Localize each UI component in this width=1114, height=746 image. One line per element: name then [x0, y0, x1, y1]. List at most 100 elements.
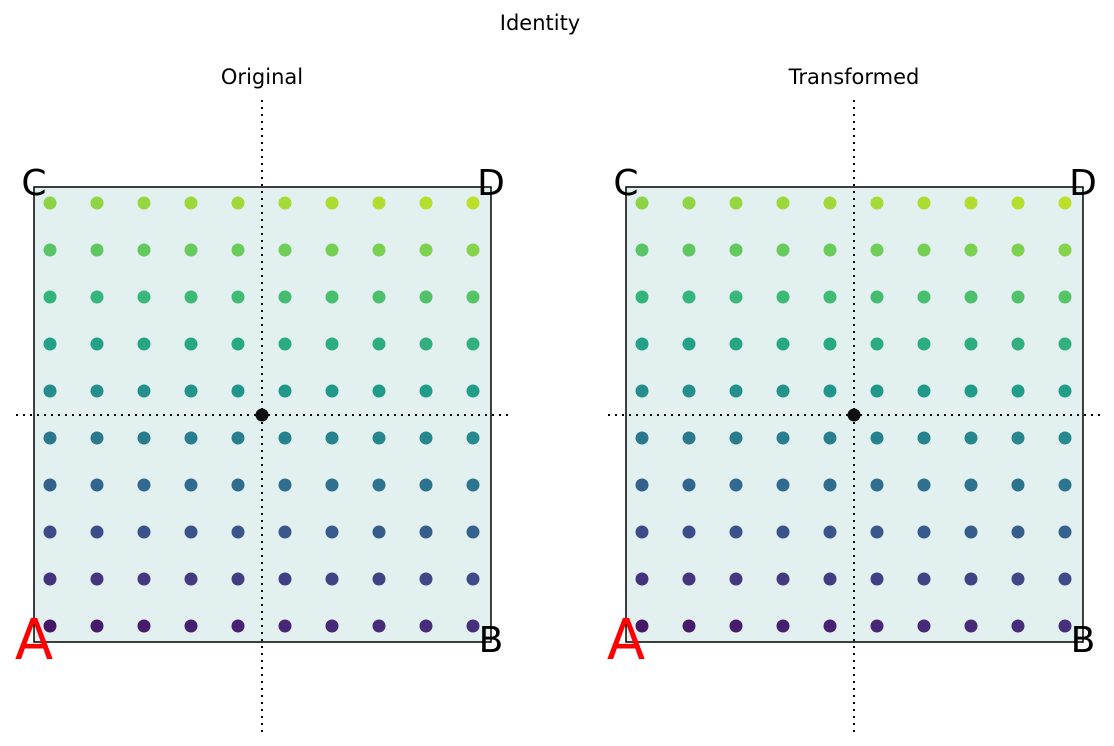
origin — [847, 408, 861, 422]
grid-point — [278, 525, 292, 539]
grid-point — [917, 431, 931, 445]
grid-point — [964, 478, 978, 492]
grid-point — [43, 619, 57, 633]
grid-point — [635, 243, 649, 257]
grid-point — [43, 478, 57, 492]
grid-point — [1011, 619, 1025, 633]
grid-point — [964, 337, 978, 351]
grid-point — [372, 196, 386, 210]
grid-point — [729, 572, 743, 586]
grid-point — [1058, 431, 1072, 445]
grid-point — [372, 290, 386, 304]
grid-point — [419, 337, 433, 351]
grid-point — [231, 290, 245, 304]
grid-point — [823, 525, 837, 539]
grid-point — [419, 196, 433, 210]
grid-point — [729, 478, 743, 492]
grid-point — [729, 384, 743, 398]
grid-point — [231, 478, 245, 492]
grid-point — [635, 525, 649, 539]
grid-point — [917, 196, 931, 210]
grid-point — [682, 196, 696, 210]
grid-point — [278, 290, 292, 304]
grid-point — [729, 525, 743, 539]
grid-point — [466, 572, 480, 586]
grid-point — [231, 337, 245, 351]
grid-point — [635, 572, 649, 586]
grid-point — [325, 196, 339, 210]
grid-point — [137, 431, 151, 445]
figure-title: Identity — [500, 11, 580, 35]
grid-point — [90, 525, 104, 539]
grid-point — [1058, 478, 1072, 492]
grid-point — [231, 196, 245, 210]
grid-point — [776, 196, 790, 210]
grid-point — [372, 337, 386, 351]
grid-point — [137, 196, 151, 210]
grid-point — [231, 431, 245, 445]
grid-point — [278, 619, 292, 633]
grid-point — [776, 243, 790, 257]
grid-point — [184, 290, 198, 304]
grid-point — [1058, 619, 1072, 633]
grid-point — [419, 572, 433, 586]
grid-point — [419, 619, 433, 633]
grid-point — [43, 290, 57, 304]
grid-point — [1011, 572, 1025, 586]
grid-point — [729, 196, 743, 210]
grid-point — [90, 337, 104, 351]
grid-point — [466, 431, 480, 445]
grid-point — [419, 478, 433, 492]
grid-point — [1058, 290, 1072, 304]
grid-point — [823, 431, 837, 445]
grid-point — [43, 196, 57, 210]
grid-point — [90, 290, 104, 304]
grid-point — [917, 525, 931, 539]
grid-point — [184, 619, 198, 633]
grid-point — [466, 243, 480, 257]
grid-point — [635, 196, 649, 210]
grid-point — [823, 478, 837, 492]
grid-point — [325, 243, 339, 257]
grid-point — [635, 290, 649, 304]
grid-point — [729, 431, 743, 445]
grid-point — [184, 243, 198, 257]
grid-point — [917, 337, 931, 351]
grid-point — [419, 431, 433, 445]
grid-point — [964, 384, 978, 398]
corner-label-a: A — [607, 608, 645, 673]
grid-point — [1011, 384, 1025, 398]
grid-point — [917, 290, 931, 304]
origin — [255, 408, 269, 422]
grid-point — [729, 243, 743, 257]
grid-point — [43, 572, 57, 586]
grid-point — [43, 525, 57, 539]
grid-point — [184, 478, 198, 492]
grid-point — [278, 384, 292, 398]
corner-label: D — [477, 163, 505, 204]
grid-point — [1011, 243, 1025, 257]
grid-point — [1058, 384, 1072, 398]
grid-point — [635, 478, 649, 492]
corner-label: D — [1069, 163, 1097, 204]
grid-point — [964, 196, 978, 210]
grid-point — [682, 384, 696, 398]
grid-point — [137, 243, 151, 257]
grid-point — [776, 572, 790, 586]
grid-point — [184, 431, 198, 445]
grid-point — [466, 196, 480, 210]
grid-point — [466, 337, 480, 351]
corner-label-a: A — [15, 608, 53, 673]
grid-point — [325, 290, 339, 304]
grid-point — [635, 619, 649, 633]
grid-point — [823, 572, 837, 586]
grid-point — [43, 384, 57, 398]
grid-point — [372, 525, 386, 539]
grid-point — [917, 572, 931, 586]
grid-point — [137, 572, 151, 586]
grid-point — [682, 243, 696, 257]
grid-point — [1058, 572, 1072, 586]
grid-point — [870, 572, 884, 586]
panel-title: Original — [221, 65, 303, 89]
grid-point — [325, 525, 339, 539]
